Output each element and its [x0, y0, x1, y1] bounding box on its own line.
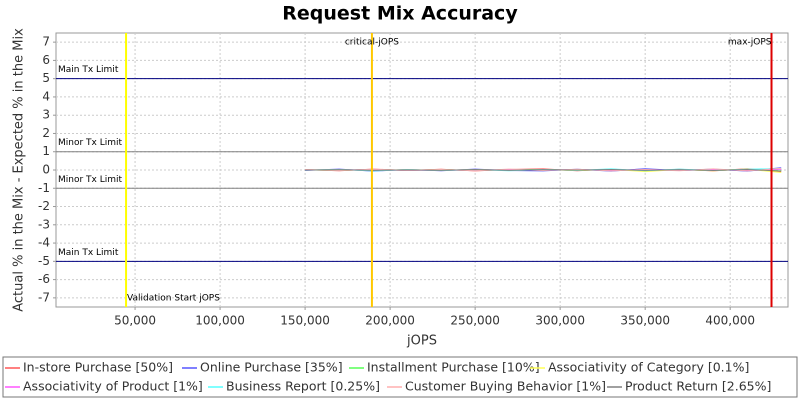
y-tick-label: -6 [38, 272, 50, 286]
y-tick-label: 7 [42, 35, 50, 49]
x-tick-label: 100,000 [195, 314, 245, 328]
legend-label: Online Purchase [35%] [200, 360, 343, 375]
series-line [305, 167, 782, 172]
marker-label: critical-jOPS [345, 38, 399, 48]
legend-label: Product Return [2.65%] [625, 379, 771, 394]
legend-label: Associativity of Product [1%] [23, 379, 203, 394]
legend-label: Business Report [0.25%] [226, 379, 380, 394]
marker-label: max-jOPS [728, 38, 772, 48]
x-tick-label: 50,000 [114, 314, 156, 328]
limit-label: Main Tx Limit [58, 65, 119, 75]
y-tick-label: 6 [42, 53, 50, 67]
x-tick-label: 150,000 [280, 314, 330, 328]
legend-label: Associativity of Category [0.1%] [548, 360, 749, 375]
y-tick-label: -1 [38, 181, 50, 195]
x-tick-label: 200,000 [365, 314, 415, 328]
y-tick-label: 3 [42, 108, 50, 122]
limit-label: Minor Tx Limit [58, 138, 123, 148]
y-tick-label: 0 [42, 163, 50, 177]
x-tick-label: 350,000 [620, 314, 670, 328]
y-tick-label: -4 [38, 236, 50, 250]
y-tick-label: 5 [42, 71, 50, 85]
y-tick-label: 4 [42, 89, 50, 103]
legend-label: Installment Purchase [10%] [367, 360, 540, 375]
limit-label: Main Tx Limit [58, 248, 119, 258]
x-tick-label: 400,000 [705, 314, 755, 328]
series-line [305, 168, 782, 172]
y-tick-label: -5 [38, 254, 50, 268]
limit-label: Minor Tx Limit [58, 175, 123, 185]
legend-label: Customer Buying Behavior [1%] [405, 379, 606, 394]
x-tick-label: 300,000 [535, 314, 585, 328]
y-tick-label: -2 [38, 199, 50, 213]
legend [2, 356, 798, 398]
marker-label: Validation Start jOPS [127, 294, 220, 304]
y-axis-title: Actual % in the Mix - Expected % in the … [12, 28, 27, 312]
x-tick-label: 250,000 [450, 314, 500, 328]
y-tick-label: -7 [38, 290, 50, 304]
y-tick-label: 1 [42, 144, 50, 158]
y-tick-label: 2 [42, 126, 50, 140]
x-axis-title: jOPS [406, 334, 437, 349]
chart-title: Request Mix Accuracy [282, 3, 518, 25]
legend-label: In-store Purchase [50%] [23, 360, 173, 375]
y-tick-label: -3 [38, 217, 50, 231]
